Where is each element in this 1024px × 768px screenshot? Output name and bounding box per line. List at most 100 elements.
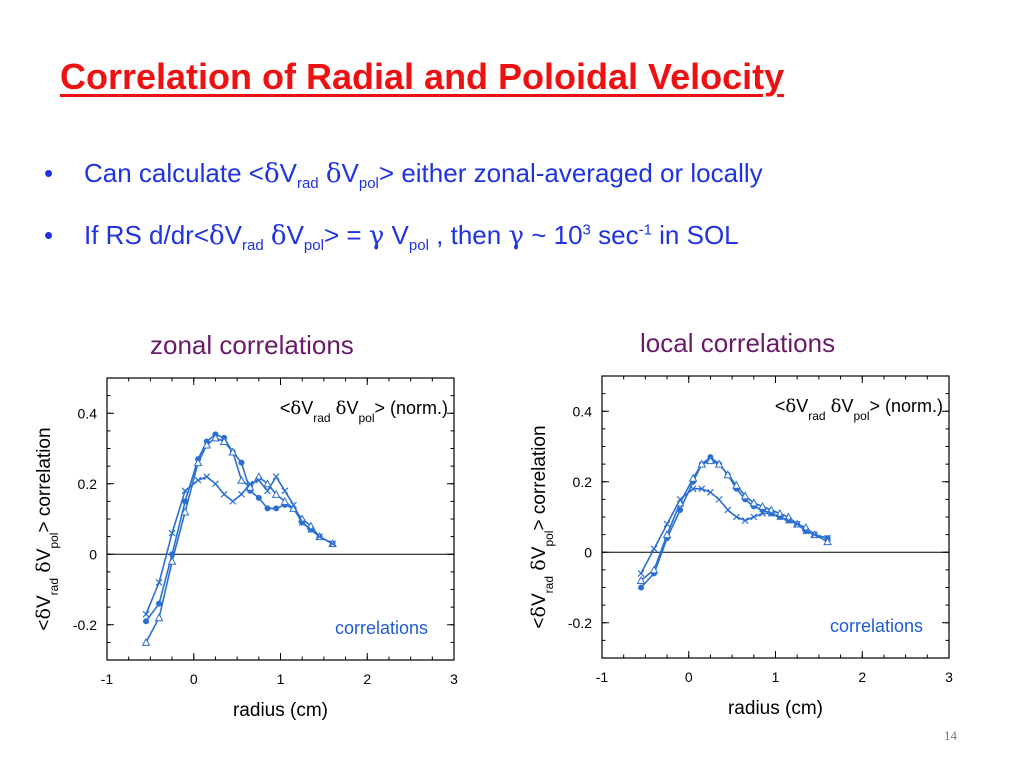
data-point <box>255 494 262 501</box>
data-point <box>650 545 658 553</box>
data-point <box>811 531 818 539</box>
x-tick-label: 0 <box>190 671 198 687</box>
x-tick-label: 2 <box>363 671 371 687</box>
data-point <box>298 519 306 526</box>
data-point <box>181 487 189 495</box>
data-point <box>732 480 741 489</box>
data-point <box>264 505 271 512</box>
y-tick-label: 0.4 <box>78 405 98 421</box>
y-tick-label: 0.2 <box>78 476 98 492</box>
data-point <box>154 613 164 622</box>
data-point <box>793 520 801 528</box>
data-point <box>203 473 211 481</box>
data-point <box>802 527 810 535</box>
page-number: 14 <box>944 728 957 743</box>
data-point <box>307 526 315 533</box>
x-tick-label: 1 <box>772 669 780 685</box>
data-point <box>143 618 150 625</box>
x-axis-label: radius (cm) <box>728 698 823 719</box>
data-point <box>141 637 151 646</box>
data-point <box>229 497 237 505</box>
data-point <box>637 569 645 577</box>
y-tick-label: -0.2 <box>73 617 97 633</box>
data-point <box>706 456 715 465</box>
data-point <box>212 480 219 488</box>
y-axis-label: <δVrad δVpol> correlation <box>33 427 61 630</box>
data-point <box>155 579 163 586</box>
data-point <box>723 470 733 479</box>
x-tick-label: 3 <box>450 671 458 687</box>
data-point <box>776 513 784 521</box>
data-point <box>246 480 254 488</box>
data-point <box>724 506 732 514</box>
data-point <box>740 491 750 500</box>
bullet-text: Can calculate <δVrad δVpol> either zonal… <box>84 158 763 193</box>
data-point <box>238 459 245 466</box>
data-point <box>238 490 245 498</box>
y-tick-label: 0.4 <box>573 403 593 419</box>
data-point <box>182 498 189 505</box>
data-point <box>168 529 176 537</box>
data-point <box>638 584 645 591</box>
data-point <box>264 487 271 495</box>
data-point <box>142 610 150 618</box>
data-point <box>219 436 229 445</box>
data-point <box>316 533 323 541</box>
x-tick-label: 3 <box>945 669 953 685</box>
data-point <box>759 510 766 517</box>
data-point <box>689 485 697 493</box>
x-tick-label: 0 <box>685 669 693 685</box>
panel-heading-zonal: zonal correlations <box>150 330 354 360</box>
data-point <box>824 534 831 542</box>
data-point <box>254 472 264 481</box>
y-tick-label: 0 <box>89 546 97 562</box>
data-point <box>823 537 832 546</box>
data-point <box>662 530 672 539</box>
x-tick-label: -1 <box>101 671 114 687</box>
data-point <box>733 513 740 521</box>
bullet-text: If RS d/dr<δVrad δVpol> = γ Vpol , then … <box>84 220 739 255</box>
data-point <box>688 473 698 482</box>
y-axis-label: <δVrad δVpol> correlation <box>528 425 556 628</box>
zonal-correlation-chart: -1 0 1 2 3 -0.2 0 0.2 0.4 <δVrad δVpol> (norm.) co… <box>33 377 458 721</box>
annotation-label: correlations <box>335 618 428 638</box>
bullet-symbol: • <box>44 158 54 188</box>
y-tick-label: 0.2 <box>573 474 593 490</box>
data-point <box>676 495 684 503</box>
inset-label: <δVrad δVpol> (norm.) <box>280 398 448 425</box>
data-point <box>211 433 220 442</box>
data-point <box>649 565 659 574</box>
series-line-triangle <box>145 436 333 643</box>
x-tick-label: 1 <box>277 671 285 687</box>
data-point <box>707 488 714 496</box>
data-point <box>636 575 646 584</box>
data-point <box>758 501 767 510</box>
inset-label: <δVrad δVpol> (norm.) <box>775 396 943 423</box>
data-point <box>272 473 280 481</box>
data-point <box>228 447 238 456</box>
data-point <box>750 513 758 521</box>
data-point <box>255 476 263 484</box>
data-point <box>263 479 272 488</box>
data-point <box>329 540 336 548</box>
data-point <box>715 495 723 503</box>
local-correlation-chart: -1 0 1 2 3 -0.2 0 0.2 0.4 <δVrad δVpol> (norm.) co… <box>528 375 953 719</box>
x-axis-label: radius (cm) <box>233 700 328 721</box>
y-tick-label: 0 <box>584 544 592 560</box>
data-point <box>280 496 290 505</box>
data-point <box>749 498 759 507</box>
panel-heading-local: local correlations <box>640 328 836 358</box>
data-point <box>714 459 724 468</box>
slide-title: Correlation of Radial and Poloidal Veloc… <box>60 56 785 97</box>
data-point <box>697 459 707 468</box>
data-point <box>202 440 212 449</box>
data-point <box>220 490 228 498</box>
data-point <box>180 507 190 516</box>
data-point <box>273 505 280 512</box>
annotation-label: correlations <box>830 616 923 636</box>
data-point <box>741 517 749 524</box>
data-point <box>194 476 202 484</box>
x-tick-label: -1 <box>596 669 609 685</box>
data-point <box>785 517 792 524</box>
data-point <box>271 489 281 498</box>
